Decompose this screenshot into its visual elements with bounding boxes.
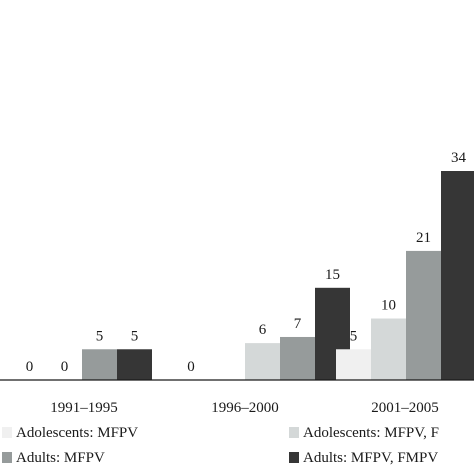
data-label: 6: [259, 322, 267, 338]
legend-swatch: [2, 427, 12, 438]
category-labels-group: 1991–1995 1996–2000 2001–2005: [50, 400, 439, 416]
bar-3-1: [336, 349, 371, 380]
category-label: 1996–2000: [211, 400, 279, 416]
data-label: 0: [61, 359, 69, 375]
legend-label: Adults: MFPV: [16, 450, 105, 466]
data-label: 5: [96, 328, 104, 344]
category-label: 2001–2005: [371, 400, 439, 416]
legend-swatch: [289, 452, 299, 463]
legend-swatch: [2, 452, 12, 463]
legend-label: Adults: MFPV, FMPV: [303, 450, 438, 466]
bar-1-3: [82, 349, 117, 380]
bar-2-2: [245, 343, 280, 380]
data-label: 0: [187, 359, 195, 375]
legend-label: Adolescents: MFPV, F: [303, 425, 439, 441]
legend: Adolescents: MFPV Adolescents: MFPV, F Adu…: [2, 425, 439, 466]
category-label: 1991–1995: [50, 400, 118, 416]
data-label: 5: [350, 328, 358, 344]
data-label: 21: [416, 230, 431, 246]
bar-3-4: [441, 171, 474, 380]
bar-3-2: [371, 318, 406, 380]
data-label: 34: [451, 150, 467, 166]
data-label: 7: [294, 316, 302, 332]
bar-3-3: [406, 250, 441, 380]
data-label: 5: [131, 328, 139, 344]
legend-swatch: [289, 427, 299, 438]
data-label: 15: [325, 267, 340, 283]
data-labels-group: 0 0 5 5 6 7 15 0 5 10 21 34: [26, 150, 467, 375]
data-label: 0: [26, 359, 34, 375]
legend-label: Adolescents: MFPV: [16, 425, 138, 441]
data-label: 10: [381, 298, 396, 314]
bar-1-4: [117, 349, 152, 380]
bar-2-3: [280, 336, 315, 380]
bars-group: [82, 171, 474, 380]
